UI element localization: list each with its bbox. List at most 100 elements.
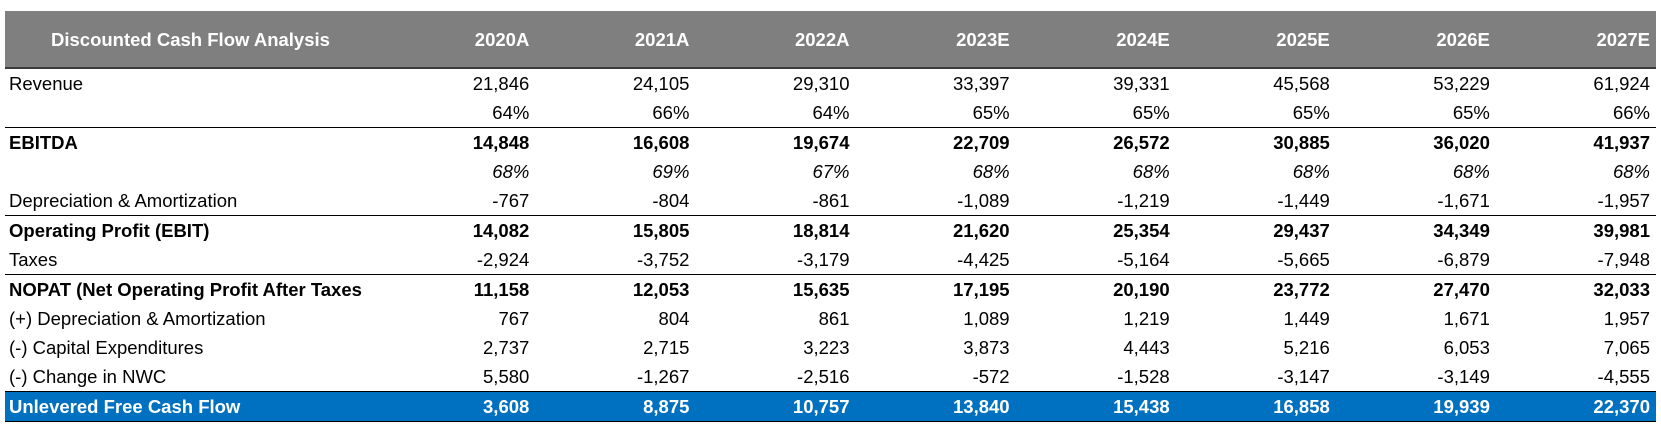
cell-value: -572 <box>972 366 1010 387</box>
cell-value: 68% <box>1612 161 1650 182</box>
cell-value: 45,568 <box>1273 73 1330 94</box>
cell-value: 5,580 <box>483 366 530 387</box>
cell-value: 33,397 <box>953 73 1010 94</box>
cell-value: 19,939 <box>1335 391 1496 422</box>
row-label: (+) Depreciation & Amortization <box>9 308 266 329</box>
row-revenue: Revenue 21,846 24,105 29,310 33,397 39,3… <box>5 68 1656 98</box>
cell-value: -4,555 <box>1597 366 1650 387</box>
cell-value: 61,924 <box>1593 73 1650 94</box>
cell-value: 67% <box>812 161 850 182</box>
cell-value: -1,528 <box>1117 366 1170 387</box>
cell-value: 14,082 <box>375 215 536 245</box>
cell-value: 8,875 <box>535 391 696 422</box>
cell-value: 64% <box>492 102 530 123</box>
year-header: 2022A <box>695 11 856 69</box>
cell-value: 861 <box>818 308 850 329</box>
cell-value: 804 <box>658 308 690 329</box>
cell-value: -5,665 <box>1277 249 1330 270</box>
cell-value: -7,948 <box>1597 249 1650 270</box>
row-label: Revenue <box>9 73 84 94</box>
cell-value: 16,608 <box>535 127 696 157</box>
row-label: EBITDA <box>5 127 376 157</box>
cell-value: 64% <box>812 102 850 123</box>
cell-value: 29,310 <box>792 73 850 94</box>
cell-value: 16,858 <box>1175 391 1336 422</box>
cell-value: 3,873 <box>963 337 1010 358</box>
cell-value: 7,065 <box>1603 337 1650 358</box>
dcf-table: Discounted Cash Flow Analysis 2020A 2021… <box>5 11 1656 422</box>
cell-value: -3,147 <box>1277 366 1330 387</box>
cell-value: 32,033 <box>1495 274 1656 304</box>
cell-value: -3,149 <box>1437 366 1490 387</box>
cell-value: 22,370 <box>1495 391 1656 422</box>
row-label: (-) Change in NWC <box>9 366 167 387</box>
cell-value: 66% <box>1612 102 1650 123</box>
cell-value: -767 <box>492 190 530 211</box>
cell-value: 2,737 <box>483 337 530 358</box>
year-header: 2026E <box>1335 11 1496 69</box>
year-header: 2023E <box>855 11 1016 69</box>
cell-value: 65% <box>1132 102 1170 123</box>
year-header: 2025E <box>1175 11 1336 69</box>
cell-value: 29,437 <box>1175 215 1336 245</box>
row-label <box>5 98 375 128</box>
cell-value: 68% <box>1292 161 1330 182</box>
cell-value: 2,715 <box>643 337 690 358</box>
row-change-nwc: (-) Change in NWC 5,580 -1,267 -2,516 -5… <box>5 362 1656 392</box>
cell-value: 19,674 <box>695 127 856 157</box>
cell-value: -1,219 <box>1117 190 1170 211</box>
cell-value: -2,516 <box>797 366 850 387</box>
cell-value: 65% <box>1452 102 1490 123</box>
row-add-depreciation: (+) Depreciation & Amortization 767 804 … <box>5 304 1656 333</box>
row-label: NOPAT (Net Operating Profit After Taxes <box>5 274 376 304</box>
row-nopat: NOPAT (Net Operating Profit After Taxes … <box>5 274 1656 304</box>
cell-value: 21,846 <box>472 73 530 94</box>
cell-value: 30,885 <box>1175 127 1336 157</box>
cell-value: 17,195 <box>855 274 1016 304</box>
cell-value: 27,470 <box>1335 274 1496 304</box>
cell-value: 3,223 <box>803 337 850 358</box>
cell-value: 23,772 <box>1175 274 1336 304</box>
cell-value: -5,164 <box>1117 249 1170 270</box>
cell-value: 34,349 <box>1335 215 1496 245</box>
cell-value: -1,089 <box>957 190 1010 211</box>
cell-value: 69% <box>652 161 690 182</box>
row-label: Operating Profit (EBIT) <box>5 215 376 245</box>
year-header: 2027E <box>1495 11 1656 69</box>
cell-value: 22,709 <box>855 127 1016 157</box>
cell-value: 18,814 <box>695 215 856 245</box>
cell-value: 26,572 <box>1015 127 1176 157</box>
cell-value: 11,158 <box>375 274 536 304</box>
row-label: Depreciation & Amortization <box>9 190 238 211</box>
cell-value: 39,981 <box>1495 215 1656 245</box>
cell-value: 15,805 <box>535 215 696 245</box>
cell-value: 66% <box>652 102 690 123</box>
year-header: 2024E <box>1015 11 1176 69</box>
table-title: Discounted Cash Flow Analysis <box>5 11 376 69</box>
row-label <box>5 157 375 186</box>
cell-value: 65% <box>1292 102 1330 123</box>
row-revenue-margin: 64% 66% 64% 65% 65% 65% 65% 66% <box>5 98 1656 128</box>
cell-value: 14,848 <box>375 127 536 157</box>
row-capex: (-) Capital Expenditures 2,737 2,715 3,2… <box>5 333 1656 362</box>
cell-value: 3,608 <box>375 391 536 422</box>
cell-value: -2,924 <box>476 249 530 270</box>
cell-value: 68% <box>1452 161 1490 182</box>
cell-value: 20,190 <box>1015 274 1176 304</box>
cell-value: 39,331 <box>1113 73 1170 94</box>
cell-value: 68% <box>1132 161 1170 182</box>
year-header: 2020A <box>375 11 536 69</box>
cell-value: 41,937 <box>1495 127 1656 157</box>
cell-value: 53,229 <box>1433 73 1490 94</box>
cell-value: 1,957 <box>1603 308 1650 329</box>
cell-value: -861 <box>812 190 850 211</box>
row-ebitda-margin: 68% 69% 67% 68% 68% 68% 68% 68% <box>5 157 1656 186</box>
cell-value: 1,449 <box>1283 308 1330 329</box>
cell-value: -3,752 <box>636 249 690 270</box>
cell-value: 4,443 <box>1123 337 1170 358</box>
row-ebitda: EBITDA 14,848 16,608 19,674 22,709 26,57… <box>5 127 1656 157</box>
cell-value: 25,354 <box>1015 215 1176 245</box>
cell-value: -1,671 <box>1437 190 1490 211</box>
header-row: Discounted Cash Flow Analysis 2020A 2021… <box>5 11 1656 69</box>
cell-value: 36,020 <box>1335 127 1496 157</box>
